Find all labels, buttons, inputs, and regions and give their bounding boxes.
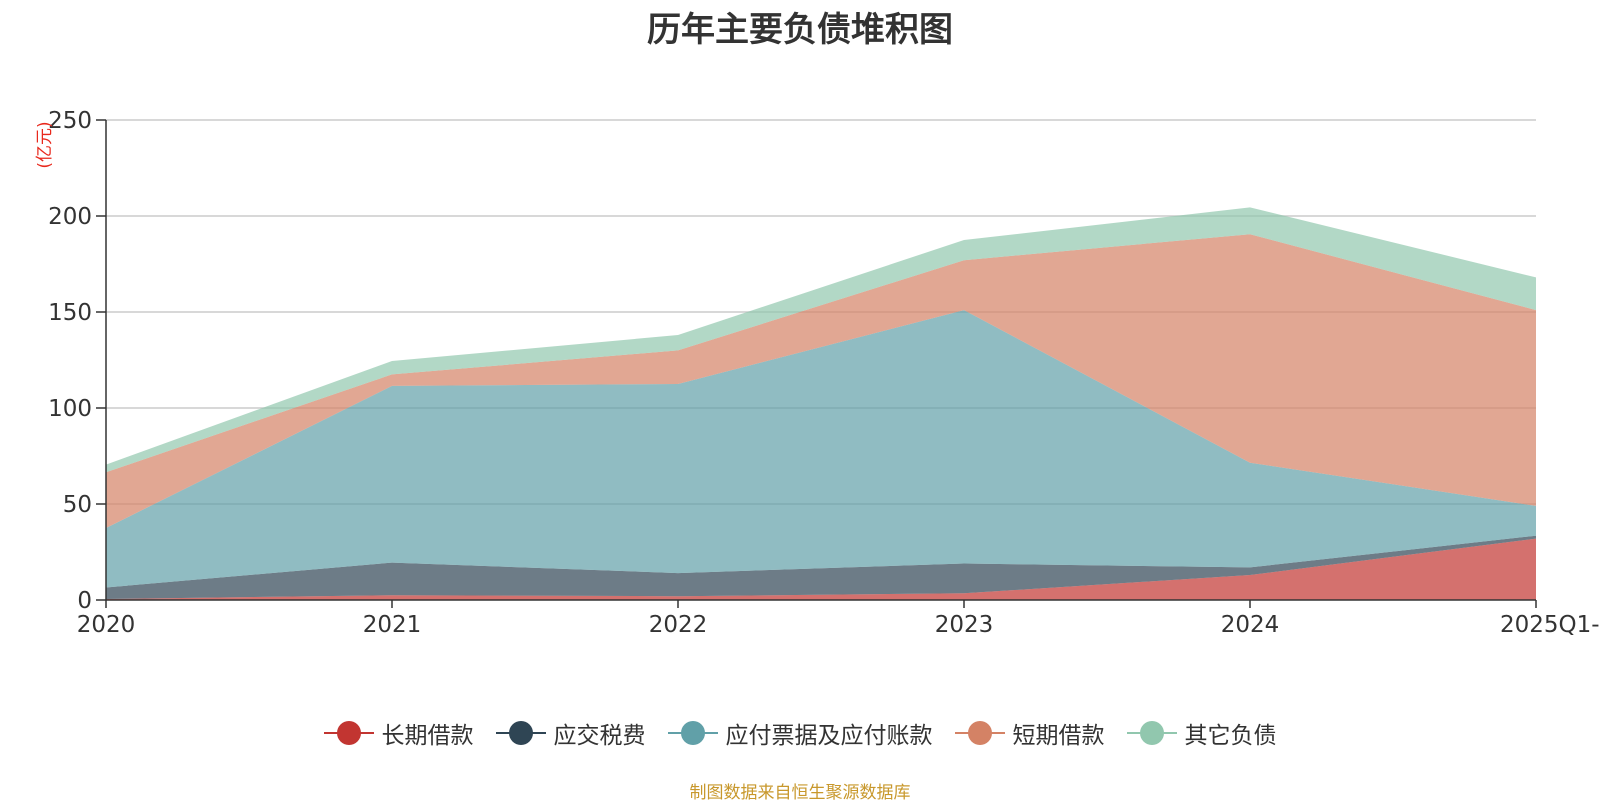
x-tick-label: 2021 (363, 612, 422, 638)
legend-label: 应付票据及应付账款 (725, 723, 933, 749)
legend-item-4[interactable]: 其它负债 (1126, 716, 1277, 750)
y-tick-label: 50 (63, 492, 92, 518)
legend: 长期借款 应交税费 应付票据及应付账款 短期借款 其它负债 (0, 716, 1600, 750)
area-layer (106, 207, 1536, 600)
x-tick-label: 2022 (649, 612, 708, 638)
area-series-1[interactable] (106, 535, 1536, 599)
area-series-2[interactable] (106, 310, 1536, 588)
x-tick-label: 2024 (1221, 612, 1280, 638)
y-tick-label: 200 (48, 204, 92, 230)
legend-marker-icon (667, 721, 718, 745)
x-tick-label: 2023 (935, 612, 994, 638)
legend-item-3[interactable]: 短期借款 (954, 716, 1105, 750)
area-series-3[interactable] (106, 234, 1536, 528)
y-axis-unit-label: (亿元) (35, 121, 55, 168)
legend-marker-icon (954, 721, 1005, 745)
legend-marker-icon (323, 721, 374, 745)
legend-item-2[interactable]: 应付票据及应付账款 (667, 716, 933, 750)
legend-label: 长期借款 (381, 723, 474, 749)
legend-label: 其它负债 (1184, 723, 1277, 749)
legend-marker-icon (495, 721, 546, 745)
x-tick-label: 2025Q1-Q3 (1500, 612, 1600, 638)
x-tick-label: 2020 (77, 612, 136, 638)
axis-layer: 0 50 100 150 200 250 2020 2021 2022 2023 2024 2025Q… (48, 108, 1600, 638)
y-tick-label: 150 (48, 300, 92, 326)
y-tick-label: 250 (48, 108, 92, 134)
legend-item-0[interactable]: 长期借款 (323, 716, 474, 750)
area-series-0[interactable] (106, 538, 1536, 600)
legend-label: 短期借款 (1012, 723, 1105, 749)
y-tick-label: 100 (48, 396, 92, 422)
legend-item-1[interactable]: 应交税费 (495, 716, 646, 750)
y-tick-label: 0 (77, 588, 92, 614)
source-note: 制图数据来自恒生聚源数据库 (689, 783, 911, 803)
chart-title: 历年主要负债堆积图 (647, 10, 953, 50)
legend-marker-icon (1126, 721, 1177, 745)
legend-label: 应交税费 (553, 723, 646, 749)
